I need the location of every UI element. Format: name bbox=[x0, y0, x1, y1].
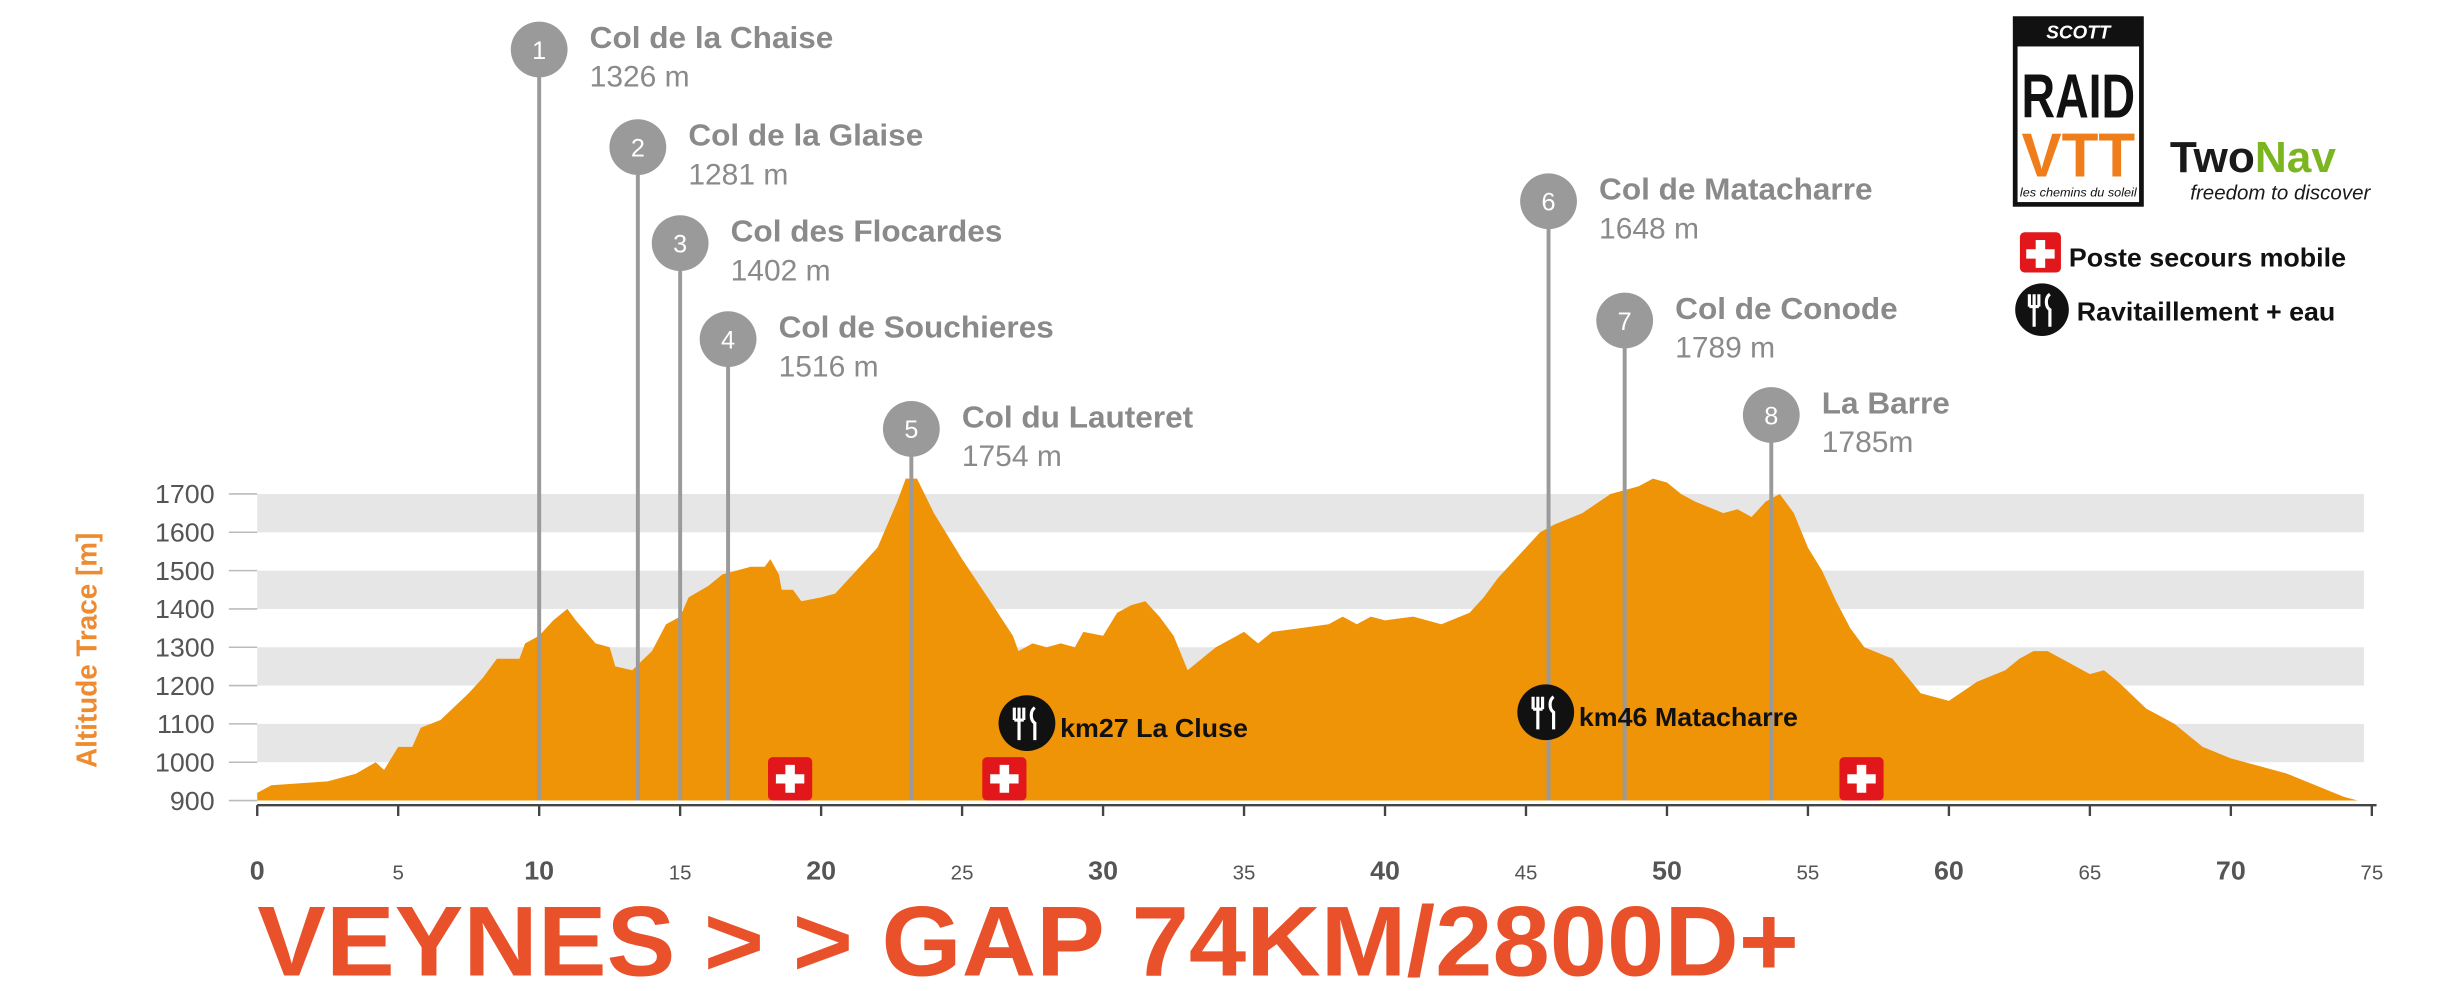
first-aid-cross bbox=[990, 764, 1019, 793]
col-altitude: 1789 m bbox=[1675, 332, 1775, 365]
legend-food-label: Ravitaillement + eau bbox=[2077, 297, 2336, 327]
y-tick-label: 1000 bbox=[155, 748, 215, 778]
logo-vtt: VTT bbox=[2022, 121, 2136, 190]
col-number: 6 bbox=[1542, 189, 1556, 217]
col-altitude: 1785m bbox=[1822, 426, 1914, 459]
logo-raid: RAID bbox=[2022, 62, 2136, 131]
y-tick-label: 1100 bbox=[157, 709, 215, 739]
x-tick-label: 45 bbox=[1515, 863, 1538, 885]
x-tick-label: 30 bbox=[1088, 856, 1118, 886]
chart-title: VEYNES > > GAP 74KM/2800D+ bbox=[257, 886, 1799, 991]
col-name: Col de Conode bbox=[1675, 291, 1898, 326]
col-number: 1 bbox=[532, 37, 546, 65]
legend-cutlery bbox=[2027, 292, 2052, 327]
grid-band bbox=[257, 493, 2364, 533]
x-tick-label: 15 bbox=[669, 863, 692, 885]
twonav-tagline: freedom to discover bbox=[2190, 183, 2371, 205]
x-tick-label: 25 bbox=[951, 863, 974, 885]
food-icon bbox=[1517, 684, 1575, 741]
col-altitude: 1516 m bbox=[779, 351, 879, 384]
col-name: Col de Souchieres bbox=[779, 310, 1054, 345]
x-tick-label: 60 bbox=[1934, 856, 1964, 886]
col-marker-circle bbox=[609, 119, 667, 175]
col-number: 7 bbox=[1618, 308, 1632, 336]
food-label: km27 La Cluse bbox=[1060, 713, 1248, 743]
logo-tagline: les chemins du soleil bbox=[2020, 186, 2138, 200]
x-tick-label: 40 bbox=[1370, 856, 1400, 886]
col-name: Col de la Chaise bbox=[590, 20, 834, 55]
y-tick-label: 1500 bbox=[155, 556, 215, 586]
x-tick-label: 10 bbox=[524, 856, 554, 886]
x-tick-label: 55 bbox=[1797, 863, 1820, 885]
elevation-area bbox=[257, 478, 2358, 801]
twonav-logo: TwoNav bbox=[2170, 133, 2337, 182]
legend-food-icon bbox=[2015, 283, 2069, 337]
logo-group: SCOTT RAID VTT les chemins du soleil Two… bbox=[2012, 16, 2372, 207]
y-tick-label: 1400 bbox=[155, 594, 215, 624]
logo-scott: SCOTT bbox=[2046, 22, 2112, 43]
col-altitude: 1326 m bbox=[590, 61, 690, 94]
col-name: Col des Flocardes bbox=[731, 214, 1003, 249]
legend-cross bbox=[2026, 240, 2055, 268]
x-tick-label: 0 bbox=[250, 856, 265, 886]
x-tick-label: 20 bbox=[806, 856, 836, 886]
col-name: Col de la Glaise bbox=[688, 118, 923, 153]
logo-frame bbox=[2012, 16, 2144, 207]
logo-band bbox=[2015, 18, 2142, 47]
legend: Poste secours mobile Ravitaillement + ea… bbox=[2015, 232, 2346, 337]
col-altitude: 1754 m bbox=[962, 440, 1062, 473]
first-aid-cross bbox=[775, 764, 805, 793]
food-cutlery bbox=[1531, 695, 1556, 730]
col-name: Col de Matacharre bbox=[1599, 172, 1872, 207]
col-altitude: 1402 m bbox=[731, 255, 831, 288]
first-aid-cross bbox=[1847, 764, 1876, 793]
col-marker-circle bbox=[510, 21, 568, 78]
twonav-nav: Nav bbox=[2255, 133, 2337, 182]
col-marker-circle bbox=[882, 401, 940, 457]
x-tick-label: 65 bbox=[2078, 863, 2101, 885]
col-marker-circle bbox=[699, 311, 757, 367]
x-tick-label: 35 bbox=[1233, 863, 1256, 885]
y-tick-label: 1600 bbox=[155, 518, 215, 548]
food-label: km46 Matacharre bbox=[1579, 702, 1798, 732]
y-tick-label: 1700 bbox=[155, 479, 215, 509]
legend-first-aid-label: Poste secours mobile bbox=[2069, 243, 2346, 273]
y-tick-label: 1200 bbox=[155, 671, 215, 701]
col-number: 5 bbox=[904, 416, 918, 444]
col-marker-circle bbox=[651, 215, 709, 271]
grid-band bbox=[257, 570, 2364, 609]
x-tick-label: 5 bbox=[392, 863, 403, 885]
col-number: 8 bbox=[1764, 402, 1778, 430]
x-tick-label: 70 bbox=[2216, 856, 2246, 886]
food-icon bbox=[998, 695, 1056, 751]
col-number: 4 bbox=[721, 327, 735, 355]
twonav-two: Two bbox=[2170, 133, 2255, 182]
x-tick-label: 50 bbox=[1652, 856, 1682, 886]
col-altitude: 1648 m bbox=[1599, 213, 1699, 246]
col-marker-circle bbox=[1520, 173, 1577, 230]
food-cutlery bbox=[1012, 706, 1037, 741]
col-altitude: 1281 m bbox=[688, 159, 788, 192]
y-axis-label: Altitude Trace [m] bbox=[71, 533, 102, 768]
col-marker-circle bbox=[1742, 387, 1800, 443]
col-number: 2 bbox=[631, 135, 645, 163]
col-marker-circle bbox=[1596, 292, 1654, 349]
col-name: Col du Lauteret bbox=[962, 400, 1194, 435]
x-tick-label: 75 bbox=[2360, 863, 2383, 885]
col-name: La Barre bbox=[1822, 386, 1950, 421]
y-tick-label: 900 bbox=[170, 786, 215, 816]
col-number: 3 bbox=[673, 231, 687, 259]
y-tick-label: 1300 bbox=[155, 633, 215, 663]
